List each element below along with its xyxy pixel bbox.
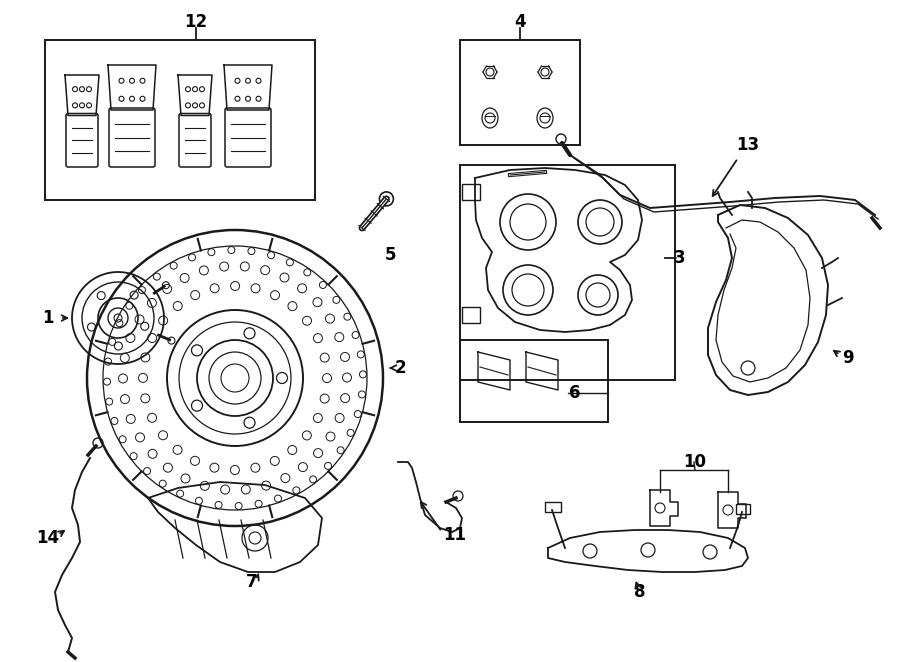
Text: 9: 9 [842, 349, 854, 367]
Text: 11: 11 [444, 526, 466, 544]
Text: 4: 4 [514, 13, 526, 31]
Bar [460, 165, 675, 380]
Text: 14: 14 [36, 529, 59, 547]
Text: 5: 5 [384, 246, 396, 264]
Text: 8: 8 [634, 583, 646, 601]
Bar [460, 40, 580, 145]
Text: 12: 12 [184, 13, 208, 31]
Bar [736, 504, 750, 514]
Bar [462, 307, 480, 323]
Text: 10: 10 [683, 453, 706, 471]
Text: 13: 13 [736, 136, 760, 154]
Text: 7: 7 [247, 573, 257, 591]
Bar [460, 340, 608, 422]
Text: 3: 3 [674, 249, 686, 267]
Bar [545, 502, 561, 512]
Text: 1: 1 [42, 309, 54, 327]
Bar [462, 184, 480, 200]
Bar [45, 40, 315, 200]
Text: 2: 2 [394, 359, 406, 377]
Text: 6: 6 [569, 384, 580, 402]
